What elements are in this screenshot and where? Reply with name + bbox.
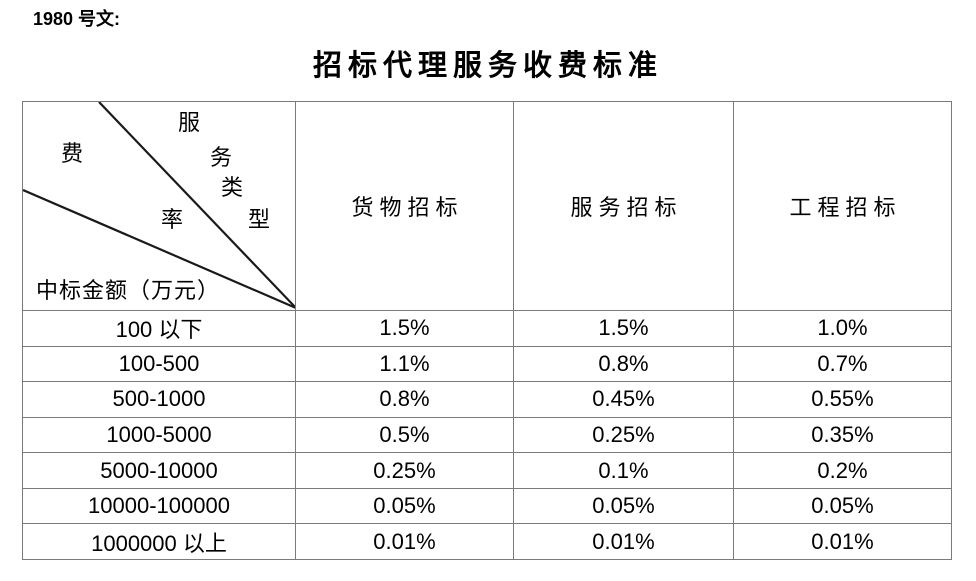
value-cell: 1.0% <box>734 311 952 347</box>
fee-standard-table: 费 率 服 务 类 型 中标金额（万元） 货物招标 服务招标 工程招标 100 … <box>22 101 952 560</box>
corner-header-cell: 费 率 服 务 类 型 中标金额（万元） <box>23 102 296 311</box>
value-cell: 1.5% <box>514 311 734 347</box>
value-cell: 0.25% <box>514 417 734 454</box>
row-label: 1000-5000 <box>23 417 296 454</box>
column-header-goods: 货物招标 <box>296 102 514 311</box>
row-label: 10000-100000 <box>23 488 296 525</box>
value-cell: 0.8% <box>514 346 734 383</box>
corner-label-service-type-char-4: 型 <box>248 207 271 232</box>
doc-reference: 1980 号文: <box>33 9 121 29</box>
value-cell: 0.05% <box>514 488 734 525</box>
corner-row-axis-label: 中标金额（万元） <box>36 278 221 303</box>
value-cell: 0.45% <box>514 382 734 418</box>
value-cell: 0.8% <box>296 382 514 418</box>
value-cell: 0.01% <box>296 524 514 560</box>
corner-label-service-type-char-2: 务 <box>210 145 233 170</box>
value-cell: 0.2% <box>734 453 952 489</box>
corner-label-service-type-char-3: 类 <box>221 175 244 200</box>
row-label: 100 以下 <box>23 311 296 347</box>
diagonal-line-upper <box>98 102 295 309</box>
corner-label-fee-char-1: 费 <box>61 141 84 166</box>
value-cell: 0.01% <box>734 524 952 560</box>
value-cell: 0.25% <box>296 453 514 489</box>
corner-label-service-type-char-1: 服 <box>178 110 201 135</box>
column-header-services: 服务招标 <box>514 102 734 311</box>
value-cell: 0.05% <box>296 488 514 525</box>
row-label: 500-1000 <box>23 382 296 418</box>
value-cell: 0.01% <box>514 524 734 560</box>
column-header-engineering: 工程招标 <box>734 102 952 311</box>
value-cell: 1.5% <box>296 311 514 347</box>
diagonal-divider-lines <box>23 102 295 309</box>
row-label: 1000000 以上 <box>23 524 296 560</box>
value-cell: 0.35% <box>734 417 952 454</box>
row-label: 5000-10000 <box>23 453 296 489</box>
value-cell: 0.1% <box>514 453 734 489</box>
value-cell: 1.1% <box>296 346 514 383</box>
page-title: 招标代理服务收费标准 <box>312 50 663 82</box>
value-cell: 0.7% <box>734 346 952 383</box>
value-cell: 0.5% <box>296 417 514 454</box>
row-label: 100-500 <box>23 346 296 383</box>
corner-label-fee-char-2: 率 <box>161 207 184 232</box>
value-cell: 0.55% <box>734 382 952 418</box>
diagonal-line-lower <box>23 188 295 309</box>
value-cell: 0.05% <box>734 488 952 525</box>
